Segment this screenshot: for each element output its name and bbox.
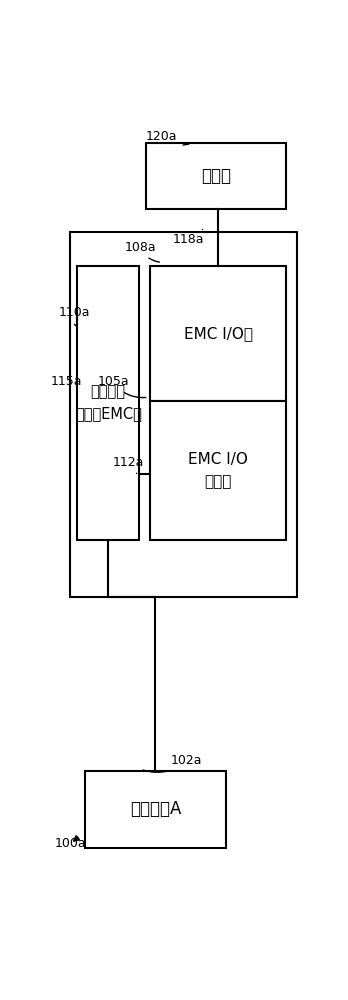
Text: 电子编组
部件（EMC）: 电子编组 部件（EMC） [75, 384, 142, 422]
Text: 100a: 100a [54, 836, 86, 850]
Text: EMC I/O卡: EMC I/O卡 [184, 326, 253, 341]
Text: EMC I/O
终端块: EMC I/O 终端块 [188, 452, 248, 489]
Text: 102a: 102a [143, 754, 202, 772]
Text: 控制器: 控制器 [201, 167, 231, 185]
Text: 112a: 112a [112, 456, 144, 473]
Text: 115a: 115a [50, 375, 82, 393]
Bar [85, 771, 226, 848]
Bar [150, 266, 286, 401]
Bar [146, 143, 286, 209]
Text: 现场设备A: 现场设备A [130, 800, 181, 818]
Bar [77, 266, 139, 540]
Bar [70, 232, 297, 597]
Bar [150, 401, 286, 540]
Text: 120a: 120a [146, 130, 189, 145]
Text: 110a: 110a [58, 306, 90, 326]
Text: 105a: 105a [97, 375, 146, 398]
Text: 108a: 108a [125, 241, 159, 262]
Text: 118a: 118a [173, 230, 205, 246]
